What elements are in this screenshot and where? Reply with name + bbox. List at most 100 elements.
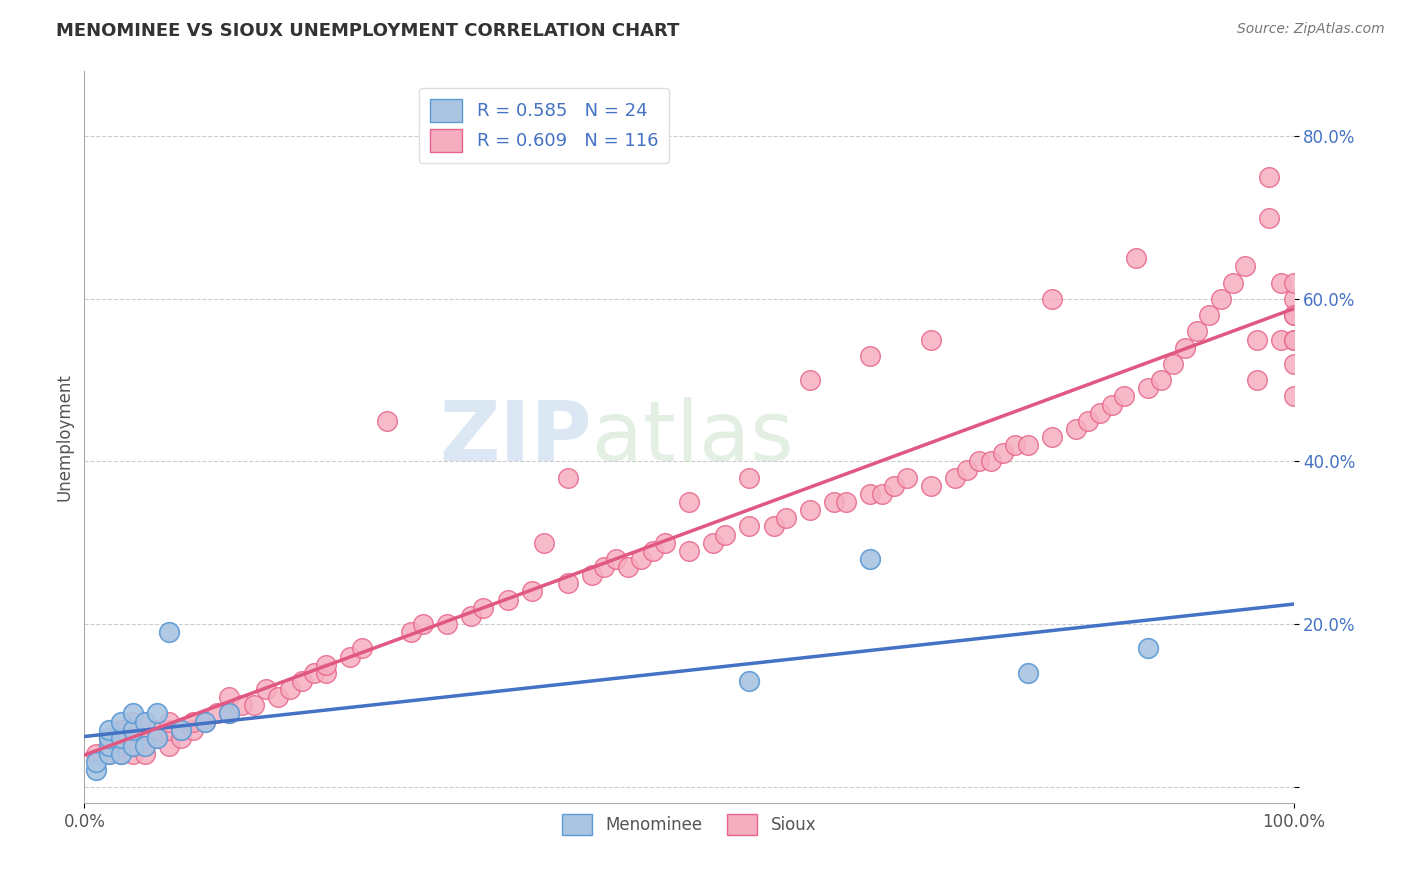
Point xyxy=(110,747,132,761)
Point xyxy=(581,568,603,582)
Point xyxy=(110,739,132,753)
Point xyxy=(157,714,180,729)
Point xyxy=(121,714,143,729)
Point xyxy=(520,584,543,599)
Point xyxy=(1017,665,1039,680)
Point xyxy=(97,747,120,761)
Point xyxy=(399,625,422,640)
Point xyxy=(181,723,204,737)
Point xyxy=(146,723,169,737)
Point xyxy=(738,519,761,533)
Point xyxy=(799,373,821,387)
Point xyxy=(121,739,143,753)
Point xyxy=(86,747,108,761)
Point xyxy=(110,747,132,761)
Point xyxy=(872,487,894,501)
Point xyxy=(97,747,120,761)
Point xyxy=(339,649,361,664)
Text: atlas: atlas xyxy=(592,397,794,477)
Point xyxy=(1282,333,1305,347)
Point xyxy=(1282,308,1305,322)
Point xyxy=(86,755,108,769)
Point xyxy=(799,503,821,517)
Point xyxy=(110,723,132,737)
Point xyxy=(993,446,1015,460)
Point xyxy=(97,739,120,753)
Point xyxy=(460,608,482,623)
Point xyxy=(1064,422,1087,436)
Point xyxy=(1246,333,1268,347)
Point xyxy=(1270,276,1292,290)
Point xyxy=(254,681,277,696)
Point xyxy=(859,487,882,501)
Point xyxy=(134,739,156,753)
Point xyxy=(557,471,579,485)
Point xyxy=(859,349,882,363)
Text: Source: ZipAtlas.com: Source: ZipAtlas.com xyxy=(1237,22,1385,37)
Point xyxy=(352,641,374,656)
Y-axis label: Unemployment: Unemployment xyxy=(55,373,73,501)
Point xyxy=(762,519,785,533)
Point xyxy=(170,731,193,745)
Point xyxy=(835,495,858,509)
Point xyxy=(678,544,700,558)
Point xyxy=(302,665,325,680)
Point xyxy=(110,714,132,729)
Point xyxy=(1088,406,1111,420)
Point xyxy=(641,544,664,558)
Point xyxy=(920,333,942,347)
Point xyxy=(1282,389,1305,403)
Point xyxy=(1282,357,1305,371)
Point xyxy=(134,714,156,729)
Point xyxy=(1258,169,1281,184)
Point xyxy=(194,714,217,729)
Point xyxy=(121,731,143,745)
Point xyxy=(1270,333,1292,347)
Point xyxy=(1282,292,1305,306)
Point xyxy=(121,739,143,753)
Point xyxy=(181,714,204,729)
Point xyxy=(1174,341,1197,355)
Point xyxy=(738,673,761,688)
Point xyxy=(956,462,979,476)
Point xyxy=(194,714,217,729)
Point xyxy=(267,690,290,705)
Point xyxy=(980,454,1002,468)
Point xyxy=(557,576,579,591)
Point xyxy=(207,706,229,721)
Point xyxy=(375,414,398,428)
Point xyxy=(1222,276,1244,290)
Point xyxy=(1246,373,1268,387)
Point xyxy=(110,731,132,745)
Point xyxy=(738,471,761,485)
Point xyxy=(1040,430,1063,444)
Point xyxy=(702,535,724,549)
Point xyxy=(134,731,156,745)
Point xyxy=(412,617,434,632)
Point xyxy=(1282,333,1305,347)
Point xyxy=(617,560,640,574)
Point xyxy=(231,698,253,713)
Point xyxy=(1161,357,1184,371)
Point xyxy=(472,600,495,615)
Point xyxy=(630,552,652,566)
Point xyxy=(121,723,143,737)
Point xyxy=(1004,438,1026,452)
Point xyxy=(823,495,845,509)
Text: MENOMINEE VS SIOUX UNEMPLOYMENT CORRELATION CHART: MENOMINEE VS SIOUX UNEMPLOYMENT CORRELAT… xyxy=(56,22,679,40)
Point xyxy=(1137,381,1160,395)
Point xyxy=(1017,438,1039,452)
Point xyxy=(146,731,169,745)
Point xyxy=(859,552,882,566)
Point xyxy=(170,723,193,737)
Text: ZIP: ZIP xyxy=(440,397,592,477)
Point xyxy=(678,495,700,509)
Point xyxy=(110,731,132,745)
Point xyxy=(170,723,193,737)
Point xyxy=(1185,325,1208,339)
Point xyxy=(146,706,169,721)
Point xyxy=(1234,260,1257,274)
Point xyxy=(920,479,942,493)
Point xyxy=(775,511,797,525)
Point xyxy=(291,673,314,688)
